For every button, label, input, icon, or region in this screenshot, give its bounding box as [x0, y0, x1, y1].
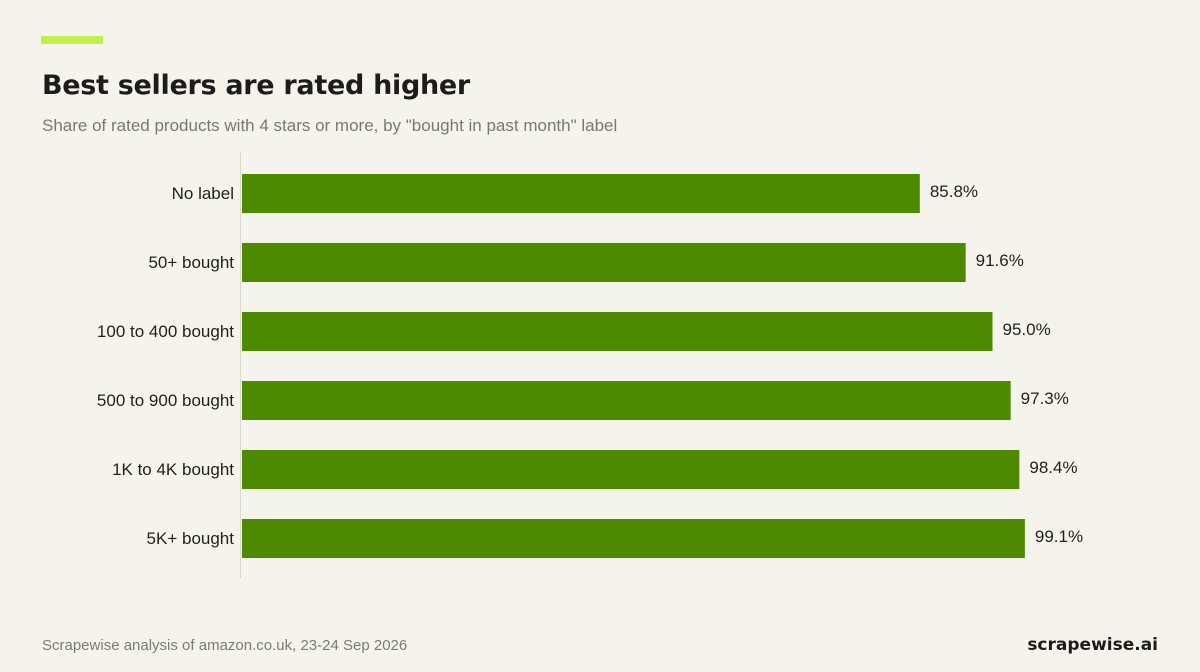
- footer-brand[interactable]: scrapewise.ai: [1027, 635, 1158, 655]
- value-label: 99.1%: [1035, 527, 1083, 546]
- category-label: 50+ bought: [148, 253, 234, 272]
- bar: [242, 174, 920, 213]
- value-label: 95.0%: [1003, 320, 1051, 339]
- accent-bar: [41, 36, 103, 44]
- chart-subtitle: Share of rated products with 4 stars or …: [42, 116, 618, 135]
- bar: [242, 312, 993, 351]
- bar: [242, 381, 1011, 420]
- value-label: 91.6%: [976, 251, 1024, 270]
- footer-source: Scrapewise analysis of amazon.co.uk, 23-…: [42, 637, 408, 654]
- value-label: 85.8%: [930, 182, 978, 201]
- category-label: 1K to 4K bought: [112, 460, 234, 479]
- value-label: 98.4%: [1029, 458, 1077, 477]
- bar: [242, 243, 966, 282]
- bar: [242, 519, 1025, 558]
- category-label: No label: [172, 184, 234, 203]
- chart-title: Best sellers are rated higher: [42, 70, 470, 101]
- category-label: 500 to 900 bought: [97, 391, 234, 410]
- bar-chart: No label 85.8% 50+ bought 91.6% 100 to 400 b…: [97, 152, 1083, 578]
- category-label: 100 to 400 bought: [97, 322, 234, 341]
- bars-group: No label 85.8% 50+ bought 91.6% 100 to 400 b…: [97, 174, 1083, 558]
- value-label: 97.3%: [1021, 389, 1069, 408]
- bar: [242, 450, 1020, 489]
- category-label: 5K+ bought: [147, 529, 235, 548]
